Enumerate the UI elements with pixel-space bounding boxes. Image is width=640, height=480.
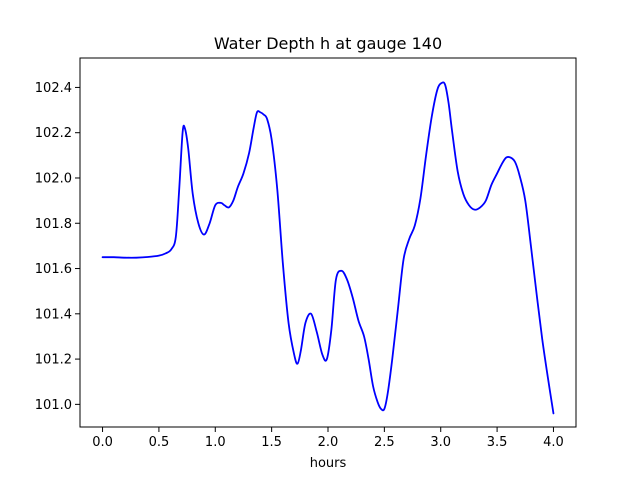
- y-tick-label: 101.0: [35, 398, 72, 413]
- y-tick-label: 101.8: [35, 217, 72, 232]
- x-tick-label: 2.5: [374, 435, 395, 450]
- plot-series-layer: [101, 81, 555, 415]
- x-axis: 0.0 0.5 1.0 1.5 2.0 2.5 3.0 3.5 4.0: [92, 427, 564, 450]
- x-tick-label: 0.5: [149, 435, 170, 450]
- water-depth-line: [101, 81, 555, 415]
- y-tick-label: 101.6: [35, 262, 72, 277]
- x-tick-label: 2.0: [318, 435, 339, 450]
- x-tick-label: 3.5: [487, 435, 508, 450]
- chart-title: Water Depth h at gauge 140: [214, 34, 442, 53]
- x-axis-label: hours: [310, 456, 347, 471]
- x-tick-label: 0.0: [92, 435, 113, 450]
- x-tick-label: 4.0: [543, 435, 564, 450]
- y-axis: 101.0 101.2 101.4 101.6 101.8 102.0 102.2 102.4: [35, 81, 80, 413]
- x-tick-label: 1.5: [261, 435, 282, 450]
- x-tick-label: 1.0: [205, 435, 226, 450]
- x-tick-label: 3.0: [430, 435, 451, 450]
- y-tick-label: 102.0: [35, 171, 72, 186]
- y-tick-label: 101.2: [35, 353, 72, 368]
- y-tick-label: 102.4: [35, 81, 72, 96]
- y-tick-label: 101.4: [35, 307, 72, 322]
- y-tick-label: 102.2: [35, 126, 72, 141]
